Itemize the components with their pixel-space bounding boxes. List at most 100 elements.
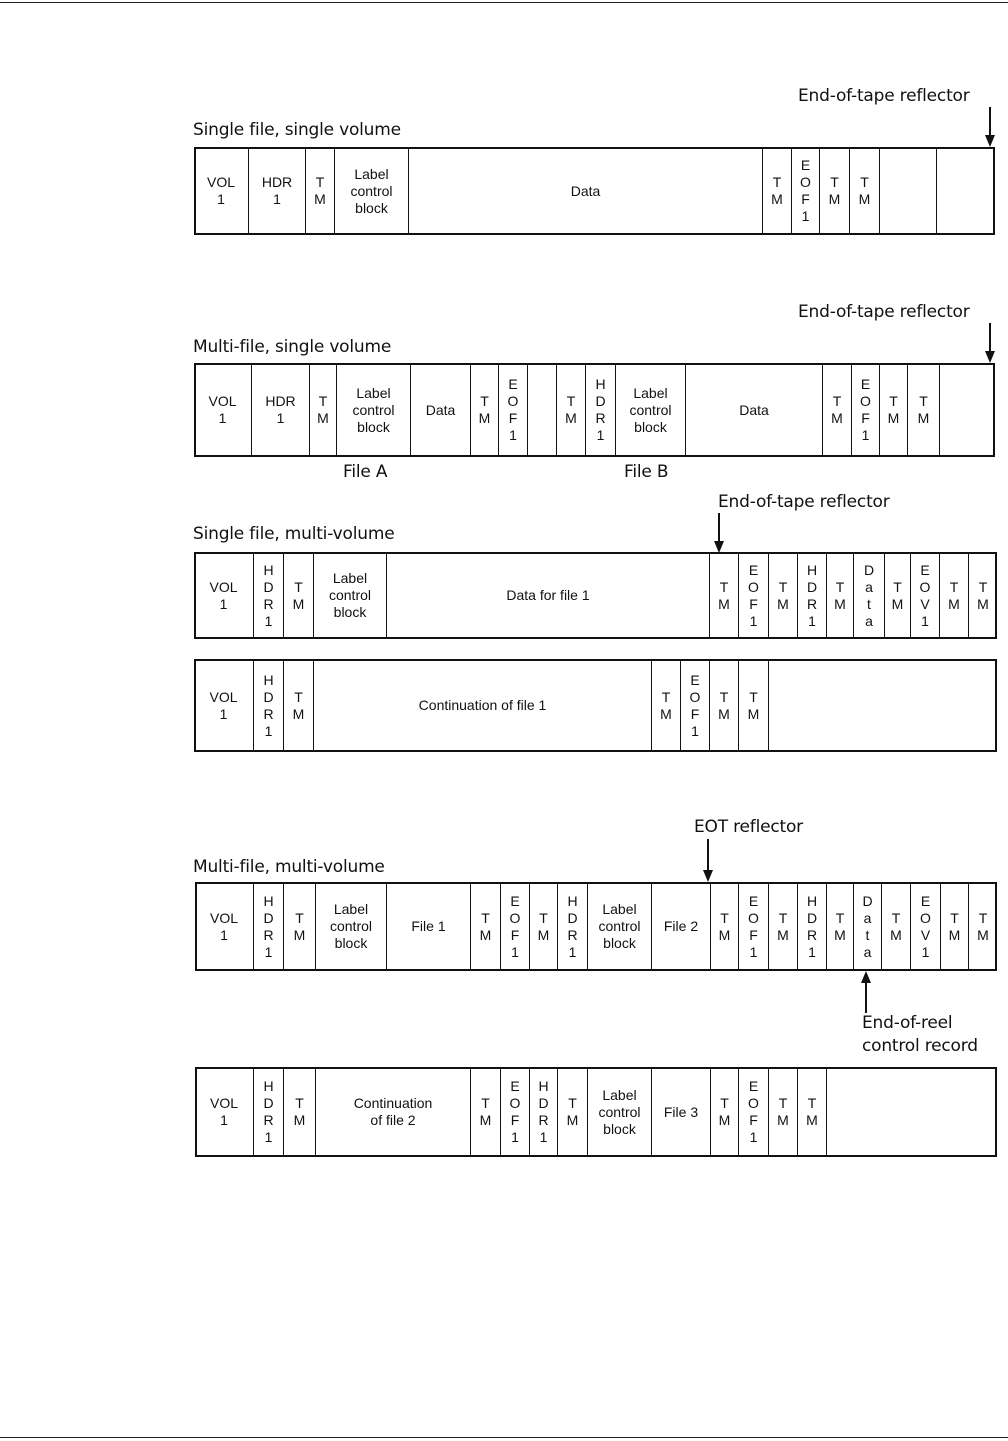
arrow-head-icon <box>985 351 995 363</box>
title-multi-file-single-volume: Multi-file, single volume <box>193 337 392 357</box>
tape-block: T M <box>968 884 997 969</box>
tape-block: VOL 1 <box>209 578 238 612</box>
tape-block: File 2 <box>651 884 710 969</box>
tape-block: E O F 1 <box>738 554 768 637</box>
tape-block: T M <box>768 554 797 637</box>
tape-block: Continuation of file 2 <box>315 1069 470 1155</box>
tape-block: VOL 1 <box>206 174 235 207</box>
tape-block: T M <box>709 661 738 750</box>
tape-block: T M <box>907 365 939 455</box>
end-of-reel-label-2: control record <box>862 1036 978 1056</box>
eot-arrow-1 <box>989 107 991 137</box>
tape-block: E O F 1 <box>500 1069 529 1155</box>
tape-block <box>939 365 995 455</box>
tape-block: T M <box>283 661 313 750</box>
tape-block: T M <box>283 1069 315 1155</box>
tape-block: File 3 <box>651 1069 710 1155</box>
tape-block: E O F 1 <box>498 365 527 455</box>
tape-block: T M <box>738 661 768 750</box>
tape-block: T M <box>768 884 797 969</box>
tape-block: T M <box>884 554 910 637</box>
eot-arrow-2 <box>989 323 991 353</box>
eot-reflector-label-2: End-of-tape reflector <box>798 302 970 322</box>
tape-block: H D R 1 <box>797 884 826 969</box>
tape-block: H D R 1 <box>253 554 283 637</box>
tape-block <box>879 149 936 233</box>
tape-block: Label control block <box>313 554 386 637</box>
arrow-head-icon <box>714 541 724 553</box>
arrow-head-icon <box>861 971 871 983</box>
tape-block: Data <box>410 365 470 455</box>
tape-block: T M <box>879 365 907 455</box>
eot-reflector-label-1: End-of-tape reflector <box>798 86 970 106</box>
tape-block: File 1 <box>386 884 470 969</box>
tape-block: T M <box>470 884 500 969</box>
tape-block: H D R 1 <box>797 554 826 637</box>
title-single-file-multi-volume: Single file, multi-volume <box>193 524 395 544</box>
tape-block: T M <box>556 365 585 455</box>
tape-block: T M <box>826 884 853 969</box>
tape-block: T M <box>849 149 879 233</box>
tape-block: Label control block <box>587 1069 651 1155</box>
tape-block: T M <box>305 149 334 233</box>
tape-block: T M <box>557 1069 587 1155</box>
tape-block: T M <box>309 365 336 455</box>
tape-block: Label control block <box>615 365 685 455</box>
tape-block: D a t a <box>853 554 884 637</box>
tape-block <box>826 1069 997 1155</box>
arrow-head-icon <box>703 870 713 882</box>
tape-block: VOL 1 <box>209 1095 238 1128</box>
file-a-label: File A <box>343 462 388 482</box>
tape-block: T M <box>968 554 997 637</box>
tape-block: T M <box>826 554 853 637</box>
tape-block: T M <box>529 884 557 969</box>
tape-block: T M <box>762 149 791 233</box>
tape-block: HDR 1 <box>251 365 309 455</box>
tape-block <box>936 149 995 233</box>
tape-block: Data for file 1 <box>386 554 709 637</box>
tape-block: Data <box>408 149 762 233</box>
file-b-label: File B <box>624 462 669 482</box>
tape-block: T M <box>709 554 738 637</box>
tape-block: H D R 1 <box>557 884 587 969</box>
tape-block: Label control block <box>334 149 408 233</box>
tape-block: VOL 1 <box>208 393 237 426</box>
tape-block <box>768 661 997 750</box>
title-multi-file-multi-volume: Multi-file, multi-volume <box>193 857 385 877</box>
tape-block: T M <box>710 1069 738 1155</box>
tape-block: T M <box>710 884 738 969</box>
tape-block: T M <box>797 1069 826 1155</box>
bottom-rule <box>0 1437 1008 1438</box>
tape-block: T M <box>470 1069 500 1155</box>
tape-block: T M <box>822 365 851 455</box>
tape-block: E O F 1 <box>500 884 529 969</box>
tape-block: H D R 1 <box>253 1069 283 1155</box>
tape-block: Data <box>685 365 822 455</box>
tape-block: H D R 1 <box>253 884 283 969</box>
tape-block: E O F 1 <box>680 661 709 750</box>
title-single-file-single-volume: Single file, single volume <box>193 120 401 140</box>
eot-reflector-label-4: EOT reflector <box>694 817 803 837</box>
eot-arrow-4 <box>707 839 709 871</box>
tape-block: T M <box>768 1069 797 1155</box>
tape-block <box>527 365 556 455</box>
tape-block: T M <box>939 554 968 637</box>
tape-block: H D R 1 <box>585 365 615 455</box>
tape-block: VOL 1 <box>209 909 238 943</box>
eot-reflector-label-3: End-of-tape reflector <box>718 492 890 512</box>
tape-block: T M <box>283 554 313 637</box>
tape-block: E O F 1 <box>791 149 819 233</box>
tape-block: Label control block <box>336 365 410 455</box>
tape-block: HDR 1 <box>248 149 305 233</box>
end-of-reel-label-1: End-of-reel <box>862 1013 953 1033</box>
eot-arrow-3 <box>718 513 720 543</box>
tape-block: T M <box>881 884 910 969</box>
tape-block: H D R 1 <box>253 661 283 750</box>
tape-block: VOL 1 <box>209 688 238 722</box>
tape-block: E O F 1 <box>738 1069 768 1155</box>
tape-block: D a t a <box>853 884 881 969</box>
